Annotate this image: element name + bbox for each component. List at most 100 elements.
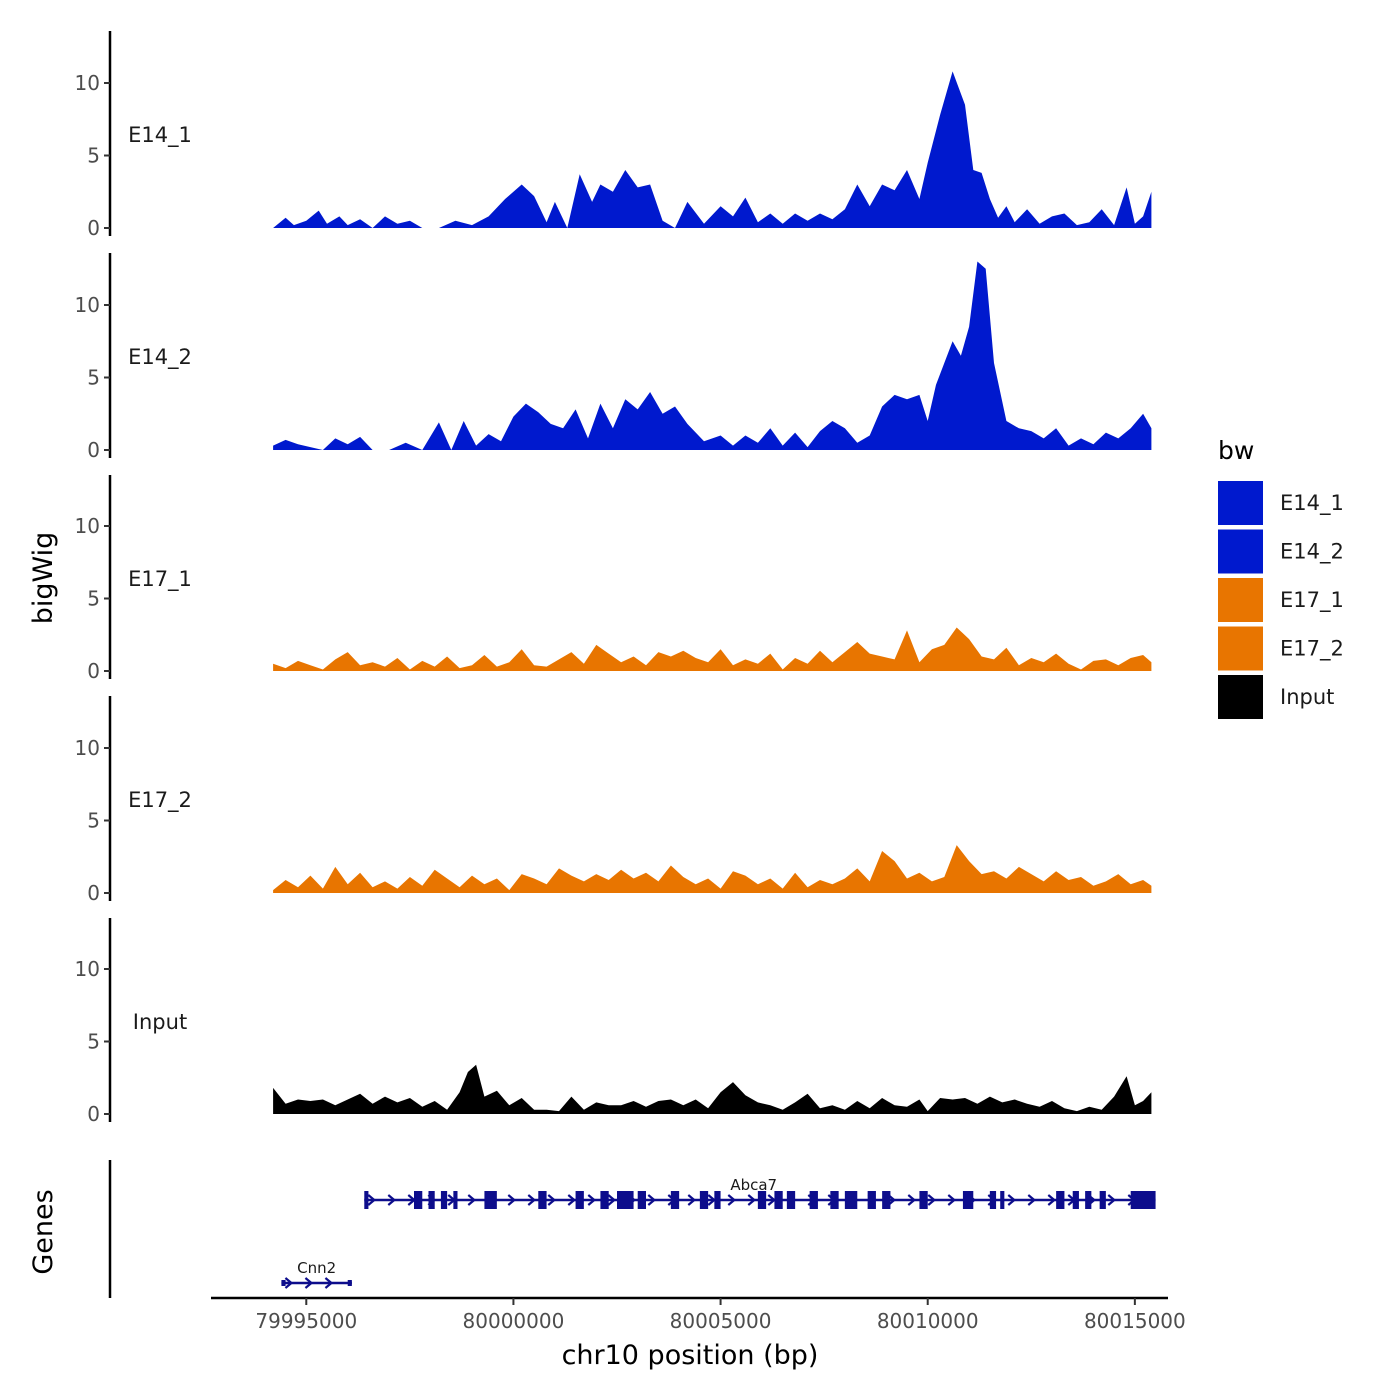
legend-title: bw	[1218, 436, 1254, 465]
track-E17_1: 0 5 10 E17_1	[75, 475, 1152, 683]
track-label: E14_1	[128, 123, 192, 148]
exon	[919, 1191, 928, 1209]
legend-key-E17_1	[1218, 578, 1263, 622]
exon	[774, 1191, 783, 1209]
exon	[844, 1191, 858, 1209]
exon	[809, 1191, 818, 1209]
track-label: E17_2	[128, 788, 192, 813]
track-Input: 0 5 10 Input	[75, 918, 1152, 1126]
legend-label: E17_2	[1280, 637, 1344, 662]
exon	[364, 1191, 369, 1209]
signal-area-E14_2	[273, 261, 1152, 450]
strand-chevron	[927, 1194, 937, 1206]
strand-chevron	[387, 1194, 397, 1206]
genes-panel: Cnn2 Abca7	[108, 1160, 1156, 1298]
exon	[1130, 1191, 1156, 1209]
y-tick-label: 5	[87, 366, 100, 390]
x-tick-label: 80000000	[463, 1309, 565, 1333]
y-tick-label: 0	[87, 659, 100, 683]
exon	[1072, 1191, 1079, 1209]
exon	[882, 1191, 891, 1209]
legend-label: E17_1	[1280, 588, 1344, 613]
strand-chevron	[467, 1194, 477, 1206]
strand-chevron	[707, 1194, 717, 1206]
legend: bw E14_1 E14_2 E17_1 E17_2 Input	[1218, 436, 1344, 719]
legend-key-E14_2	[1218, 529, 1263, 574]
y-tick-label: 10	[75, 736, 100, 760]
x-tick-label: 80010000	[877, 1309, 979, 1333]
strand-chevron	[547, 1194, 557, 1206]
x-tick-label: 80005000	[670, 1309, 772, 1333]
y-tick-label: 10	[75, 71, 100, 95]
exon	[484, 1191, 497, 1209]
strand-chevron	[587, 1194, 597, 1206]
strand-chevron	[507, 1194, 517, 1206]
strand-chevron	[527, 1194, 537, 1206]
y-tick-label: 5	[87, 1030, 100, 1054]
y-tick-label: 0	[87, 438, 100, 462]
strand-chevron	[1107, 1194, 1117, 1206]
exon	[714, 1191, 721, 1209]
track-E17_2: 0 5 10 E17_2	[75, 696, 1152, 905]
strand-chevron	[1027, 1194, 1037, 1206]
exon	[830, 1191, 839, 1209]
legend-label: E14_1	[1280, 491, 1344, 516]
exon	[453, 1191, 458, 1209]
signal-area-E17_2	[273, 845, 1152, 893]
strand-chevron	[367, 1194, 377, 1206]
exon	[1000, 1191, 1005, 1209]
y-tick-label: 5	[87, 809, 100, 833]
x-tick-label: 79995000	[255, 1309, 357, 1333]
exon	[637, 1191, 646, 1209]
strand-chevron	[687, 1194, 697, 1206]
exon	[670, 1191, 680, 1209]
exon	[962, 1191, 974, 1209]
exon	[786, 1191, 796, 1209]
track-E14_1: 0 5 10 E14_1	[75, 31, 1152, 240]
exon	[414, 1191, 423, 1209]
y-tick-label: 10	[75, 957, 100, 981]
x-axis-title: chr10 position (bp)	[562, 1340, 819, 1371]
strand-chevron	[907, 1194, 917, 1206]
exon	[281, 1280, 286, 1286]
exon	[617, 1191, 634, 1209]
gene-Cnn2: Cnn2	[281, 1259, 352, 1289]
y-axis-title-genes: Genes	[28, 1189, 59, 1274]
exon	[1085, 1191, 1092, 1209]
exon	[1056, 1191, 1065, 1209]
y-tick-label: 0	[87, 881, 100, 905]
strand-chevron	[304, 1277, 314, 1289]
signal-area-E17_1	[273, 627, 1152, 671]
track-E14_2: 0 5 10 E14_2	[75, 253, 1152, 462]
exon	[699, 1191, 709, 1209]
x-axis: 79995000 80000000 80005000 80010000 80015000	[211, 1296, 1186, 1333]
y-tick-label: 10	[75, 293, 100, 317]
exon	[347, 1280, 352, 1286]
legend-key-E14_1	[1218, 481, 1263, 525]
gene-label: Abca7	[730, 1176, 777, 1194]
y-tick-label: 0	[87, 1102, 100, 1126]
strand-chevron	[607, 1194, 617, 1206]
legend-label: Input	[1280, 685, 1334, 709]
legend-key-E17_2	[1218, 626, 1263, 671]
exon	[575, 1191, 584, 1209]
exon	[867, 1191, 876, 1209]
gene-Abca7: Abca7	[364, 1176, 1156, 1209]
exon	[1099, 1191, 1106, 1209]
strand-chevron	[747, 1194, 757, 1206]
signal-area-Input	[273, 1064, 1152, 1114]
track-label: E14_2	[128, 345, 192, 370]
track-label: E17_1	[128, 567, 192, 592]
strand-chevron	[1007, 1194, 1017, 1206]
exon	[538, 1191, 547, 1209]
signal-area-E14_1	[273, 71, 1152, 229]
strand-chevron	[1047, 1194, 1057, 1206]
exon	[428, 1191, 435, 1209]
y-tick-label: 10	[75, 514, 100, 538]
bigwig-tracks: 0 5 10 E14_1 0 5 10 E14_2 0 5 10 E17_1 0 5 10 E17_2 0 5 10…	[75, 31, 1152, 1126]
gene-label: Cnn2	[297, 1259, 336, 1277]
legend-label: E14_2	[1280, 540, 1344, 565]
exon	[757, 1191, 767, 1209]
track-label: Input	[133, 1010, 187, 1034]
